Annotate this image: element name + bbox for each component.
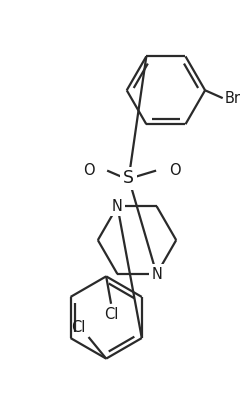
Text: Br: Br (225, 91, 241, 106)
Text: O: O (83, 163, 94, 178)
Text: O: O (169, 163, 181, 178)
Text: Cl: Cl (104, 307, 118, 322)
Text: N: N (112, 198, 123, 214)
Text: S: S (123, 170, 134, 187)
Text: N: N (151, 266, 162, 281)
Text: Cl: Cl (71, 320, 86, 335)
